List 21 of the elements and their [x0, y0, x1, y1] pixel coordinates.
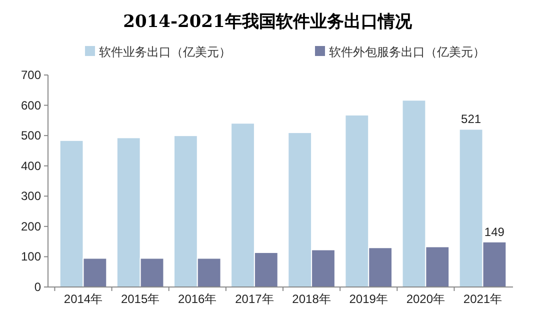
y-tick-label: 500 — [20, 128, 42, 143]
legend-label: 软件业务出口（亿美元） — [99, 45, 231, 59]
y-tick-label: 300 — [20, 189, 42, 204]
x-tick-label: 2021年 — [463, 292, 502, 306]
y-tick-label: 700 — [20, 68, 42, 82]
chart-title: 2014-2021年我国软件业务出口情况 — [123, 12, 413, 32]
x-tick-label: 2014年 — [64, 292, 103, 306]
y-tick-label: 200 — [20, 219, 42, 234]
data-label: 521 — [461, 112, 482, 126]
y-tick-label: 100 — [20, 250, 42, 264]
x-tick-label: 2018年 — [292, 292, 331, 306]
x-tick-label: 2016年 — [178, 292, 217, 306]
x-tick-label: 2015年 — [120, 292, 160, 306]
data-label: 149 — [484, 224, 505, 239]
x-tick-label: 2017年 — [235, 292, 274, 306]
x-tick-label: 2020年 — [406, 292, 446, 306]
y-tick-label: 600 — [20, 98, 42, 112]
y-tick-label: 0 — [34, 280, 42, 294]
x-tick-label: 2019年 — [349, 292, 388, 306]
y-tick-label: 400 — [20, 158, 42, 173]
legend-label: 软件外包服务出口（亿美元） — [329, 45, 485, 59]
